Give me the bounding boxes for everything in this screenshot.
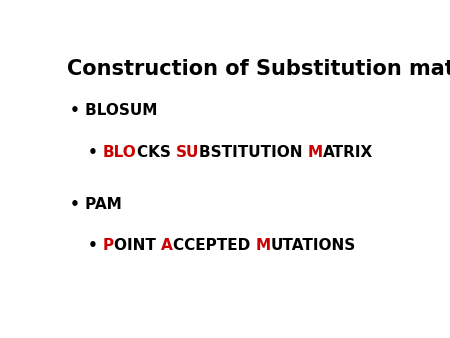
Text: CCEPTED: CCEPTED: [173, 238, 255, 254]
Text: • PAM: • PAM: [70, 197, 122, 212]
Text: ATRIX: ATRIX: [323, 145, 373, 160]
Text: SU: SU: [176, 145, 199, 160]
Text: •: •: [88, 145, 103, 160]
Text: Construction of Substitution matrices: Construction of Substitution matrices: [67, 59, 450, 79]
Text: OINT: OINT: [114, 238, 161, 254]
Text: M: M: [308, 145, 323, 160]
Text: P: P: [103, 238, 114, 254]
Text: •: •: [88, 238, 103, 254]
Text: BSTITUTION: BSTITUTION: [199, 145, 308, 160]
Text: M: M: [255, 238, 270, 254]
Text: A: A: [161, 238, 173, 254]
Text: UTATIONS: UTATIONS: [270, 238, 356, 254]
Text: • BLOSUM: • BLOSUM: [70, 103, 158, 118]
Text: BLO: BLO: [103, 145, 136, 160]
Text: CKS: CKS: [136, 145, 176, 160]
